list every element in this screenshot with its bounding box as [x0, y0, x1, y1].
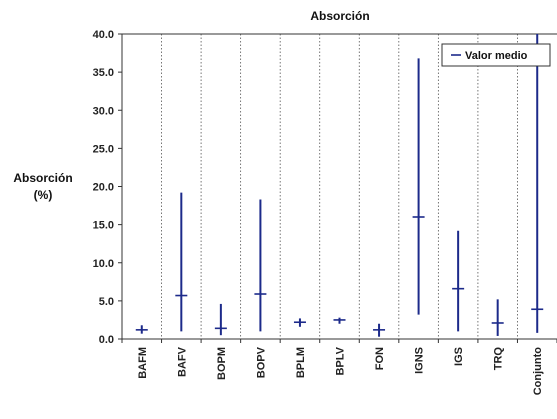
x-tick-label: BOPM: [216, 347, 228, 380]
x-tick-label: BOPV: [255, 346, 267, 378]
legend-label: Valor medio: [465, 50, 528, 62]
x-tick-label: BAFM: [137, 347, 149, 379]
plot-frame: [121, 33, 557, 340]
grid: [161, 34, 518, 339]
y-tick-label: 35.0: [93, 67, 114, 79]
y-axis: 0.0 5.0 10.0 15.0 20.0 25.0 30.0 35.0 40.0: [93, 29, 122, 346]
y-tick-label: 40.0: [93, 29, 114, 41]
y-tick-label: 25.0: [93, 143, 114, 155]
x-axis: BAFM BAFV BOPM BOPV BPLM BPLV FON IGNS IGS TRQ Con…: [121, 339, 557, 396]
y-tick-label: 5.0: [99, 296, 114, 308]
x-tick-label: TRQ: [493, 347, 505, 371]
legend-box: [441, 43, 551, 67]
y-tick-label: 0.0: [99, 334, 114, 346]
x-tick-label: Conjunto: [532, 347, 544, 396]
x-tick-label: BAFV: [176, 346, 188, 377]
x-tick-label: FON: [374, 347, 386, 370]
y-tick-label: 10.0: [93, 258, 114, 270]
x-tick-label: IGNS: [414, 347, 426, 374]
y-tick-label: 15.0: [93, 220, 114, 232]
x-tick-label: BPLV: [335, 346, 347, 375]
x-tick-label: IGS: [453, 347, 465, 366]
legend: Valor medio: [441, 43, 551, 67]
series-absorcion: [135, 34, 544, 337]
chart-title: Absorción: [310, 9, 369, 23]
y-tick-label: 20.0: [93, 182, 114, 194]
y-axis-label: Absorción: [13, 171, 72, 185]
y-axis-unit: (%): [34, 188, 53, 202]
x-tick-label: BPLM: [295, 347, 307, 378]
y-tick-label: 30.0: [93, 105, 114, 117]
